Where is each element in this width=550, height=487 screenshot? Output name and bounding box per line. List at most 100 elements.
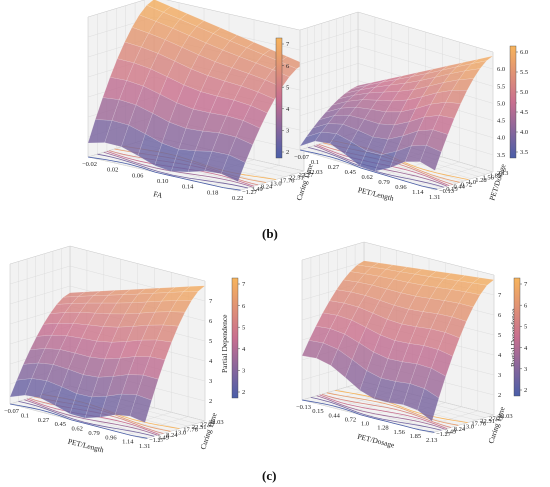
colorbar-tick-label: 7 bbox=[286, 41, 290, 48]
contour-line bbox=[97, 153, 249, 189]
y-tick-label: 17.76 bbox=[280, 178, 295, 185]
colorbar-tick-label: 3 bbox=[524, 366, 527, 373]
colorbar bbox=[509, 45, 517, 159]
colorbar-tick-label: 7 bbox=[524, 281, 528, 288]
x-tick-label: 1.31 bbox=[429, 194, 440, 201]
surface-facet bbox=[221, 154, 246, 182]
x-tick-label: 0.72 bbox=[345, 416, 356, 423]
y-tick-label: 27.27 bbox=[489, 416, 504, 423]
y-tick-label: 22.51 bbox=[480, 418, 495, 425]
surface-facet bbox=[162, 311, 186, 327]
z-tick-label: 7 bbox=[498, 292, 502, 299]
colorbar-tick-label: 5.0 bbox=[520, 89, 528, 96]
y-tick-label: 32.03 bbox=[498, 413, 513, 420]
y-tick-label: 8.24 bbox=[166, 432, 178, 439]
x-tick-label: 1.0 bbox=[361, 421, 369, 428]
caption-c: (c) bbox=[262, 468, 277, 483]
y-tick-label: 22.51 bbox=[289, 175, 304, 182]
x-axis-label: PET/Length bbox=[357, 185, 395, 203]
surface-facet bbox=[444, 316, 467, 339]
x-tick-label: −0.07 bbox=[4, 408, 20, 415]
y-tick-label: 13.0 bbox=[463, 423, 474, 430]
surface-facet bbox=[417, 388, 440, 422]
colorbar-tick-label: 2 bbox=[286, 149, 289, 156]
x-tick-label: 0.27 bbox=[328, 164, 340, 171]
z-tick-label: 5 bbox=[498, 332, 501, 339]
y-tick-label: −1.27 bbox=[436, 431, 452, 438]
x-tick-label: 0.14 bbox=[182, 184, 194, 191]
y-tick-label: 3.49 bbox=[158, 434, 169, 441]
colorbar-tick-label: 4.0 bbox=[520, 129, 528, 136]
contour-line bbox=[310, 397, 442, 431]
x-tick-label: 2.13 bbox=[426, 437, 437, 444]
y-tick-label: 8.24 bbox=[454, 426, 466, 433]
y-tick-label: 0.72 bbox=[461, 181, 472, 188]
colorbar-tick-label: 5 bbox=[242, 324, 245, 331]
y-tick-label: 27.27 bbox=[299, 172, 314, 179]
x-tick-label: −0.02 bbox=[82, 161, 97, 168]
y-tick-label: 22.51 bbox=[192, 424, 207, 431]
y-tick-label: 13.0 bbox=[175, 429, 186, 436]
z-tick-label: 4.0 bbox=[497, 135, 505, 142]
z-tick-label: 3 bbox=[209, 378, 212, 385]
x-tick-label: 0.1 bbox=[21, 412, 29, 419]
x-axis-label: FA bbox=[153, 189, 165, 200]
y-tick-label: 0.15 bbox=[446, 186, 457, 193]
contour-line bbox=[24, 399, 158, 436]
contour-line bbox=[308, 147, 444, 188]
colorbar-tick-label: 4 bbox=[524, 345, 528, 352]
colorbar-tick-label: 6.0 bbox=[520, 49, 528, 56]
z-tick-label: 4 bbox=[498, 352, 502, 359]
y-tick-label: 0.44 bbox=[454, 184, 466, 191]
y-tick-label: 17.76 bbox=[471, 421, 486, 428]
x-tick-label: 0.45 bbox=[55, 421, 66, 428]
z-tick-label: 3.5 bbox=[497, 152, 505, 159]
surface-facet bbox=[431, 349, 453, 377]
partial-dependence-surface bbox=[301, 260, 495, 422]
colorbar bbox=[231, 277, 239, 399]
x-tick-label: 0.27 bbox=[38, 417, 50, 424]
colorbar-tick-label: 2 bbox=[242, 389, 245, 396]
colorbar-tick-label: 5 bbox=[524, 324, 527, 331]
x-tick-label: 0.06 bbox=[132, 172, 144, 179]
z-tick-label: 6.0 bbox=[497, 66, 505, 73]
x-tick-label: 0.45 bbox=[345, 169, 356, 176]
x-tick-label: −0.13 bbox=[296, 404, 311, 411]
panel-3: −0.070.1 0.27 0.45 0.62 0.79 0.96 1.14 1.31−1.2… bbox=[4, 245, 246, 454]
surface-facet bbox=[228, 136, 253, 163]
z-tick-label: 5.0 bbox=[497, 100, 505, 107]
y-tick-label: 1.0 bbox=[468, 179, 476, 186]
z-tick-label: 4 bbox=[209, 358, 213, 365]
colorbar-tick-label: 3 bbox=[286, 128, 289, 135]
colorbar-tick-label: 5 bbox=[286, 84, 289, 91]
y-tick-label: −1.27 bbox=[149, 437, 165, 444]
y-tick-label: 2.13 bbox=[497, 170, 508, 177]
contour-line bbox=[316, 395, 446, 430]
y-tick-label: 8.24 bbox=[261, 183, 273, 190]
z-tick-label: 5 bbox=[209, 338, 212, 345]
contour-line bbox=[9, 403, 148, 439]
y-tick-label: 3.49 bbox=[251, 186, 262, 193]
surface-facet bbox=[437, 332, 460, 357]
z-axis-label: Partial Dependence bbox=[220, 314, 229, 373]
y-tick-label: −0.13 bbox=[439, 188, 454, 195]
surface-facet bbox=[143, 356, 166, 380]
x-tick-label: 0.96 bbox=[395, 184, 407, 191]
colorbar bbox=[275, 37, 283, 159]
colorbar-tick-label: 7 bbox=[242, 281, 246, 288]
contour-line bbox=[301, 399, 435, 433]
x-tick-label: 0.22 bbox=[232, 195, 243, 202]
contour-line bbox=[321, 393, 452, 428]
caption-b: (b) bbox=[262, 226, 278, 241]
x-tick-label: 1.14 bbox=[122, 439, 134, 446]
x-tick-label: 0.62 bbox=[72, 426, 83, 433]
contour-line bbox=[299, 149, 438, 190]
colorbar-tick-label: 3 bbox=[242, 368, 245, 375]
x-tick-label: 0.44 bbox=[329, 412, 341, 419]
x-tick-label: 0.10 bbox=[157, 178, 168, 185]
y-tick-label: −1.27 bbox=[242, 189, 258, 196]
colorbar-tick-label: 2 bbox=[524, 387, 527, 394]
z-tick-label: 5.5 bbox=[497, 83, 505, 90]
contour-line bbox=[87, 156, 241, 191]
